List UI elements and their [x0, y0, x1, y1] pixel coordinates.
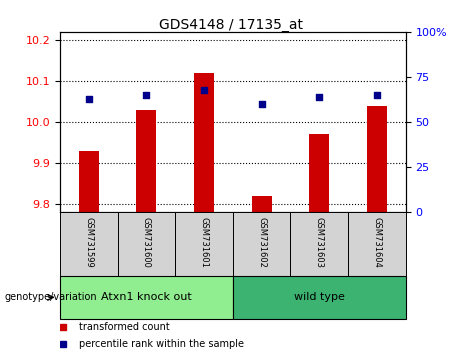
Text: genotype/variation: genotype/variation: [5, 292, 97, 302]
Bar: [309, 135, 329, 212]
Bar: [252, 196, 272, 212]
Text: GSM731601: GSM731601: [200, 217, 208, 268]
Bar: [367, 106, 387, 212]
Bar: [233, 212, 290, 276]
Text: wild type: wild type: [294, 292, 345, 302]
Point: [85, 96, 92, 102]
Text: GSM731602: GSM731602: [257, 217, 266, 268]
Bar: [60, 276, 233, 319]
Text: GSM731600: GSM731600: [142, 217, 151, 268]
Text: percentile rank within the sample: percentile rank within the sample: [79, 339, 244, 349]
Text: GSM731604: GSM731604: [372, 217, 381, 268]
Bar: [194, 73, 214, 212]
Bar: [175, 212, 233, 276]
Text: transformed count: transformed count: [79, 321, 170, 332]
Text: GSM731599: GSM731599: [84, 217, 93, 268]
Text: Atxn1 knock out: Atxn1 knock out: [101, 292, 192, 302]
Point: [373, 92, 381, 98]
Point: [200, 87, 207, 92]
Bar: [348, 212, 406, 276]
Point: [315, 94, 323, 100]
Bar: [118, 212, 175, 276]
Point: [142, 92, 150, 98]
Bar: [60, 212, 118, 276]
Bar: [233, 276, 406, 319]
Bar: [79, 151, 99, 212]
Point: [258, 101, 266, 107]
Bar: [136, 110, 156, 212]
Text: GSM731603: GSM731603: [315, 217, 324, 268]
Bar: [290, 212, 348, 276]
Text: GDS4148 / 17135_at: GDS4148 / 17135_at: [159, 18, 302, 32]
